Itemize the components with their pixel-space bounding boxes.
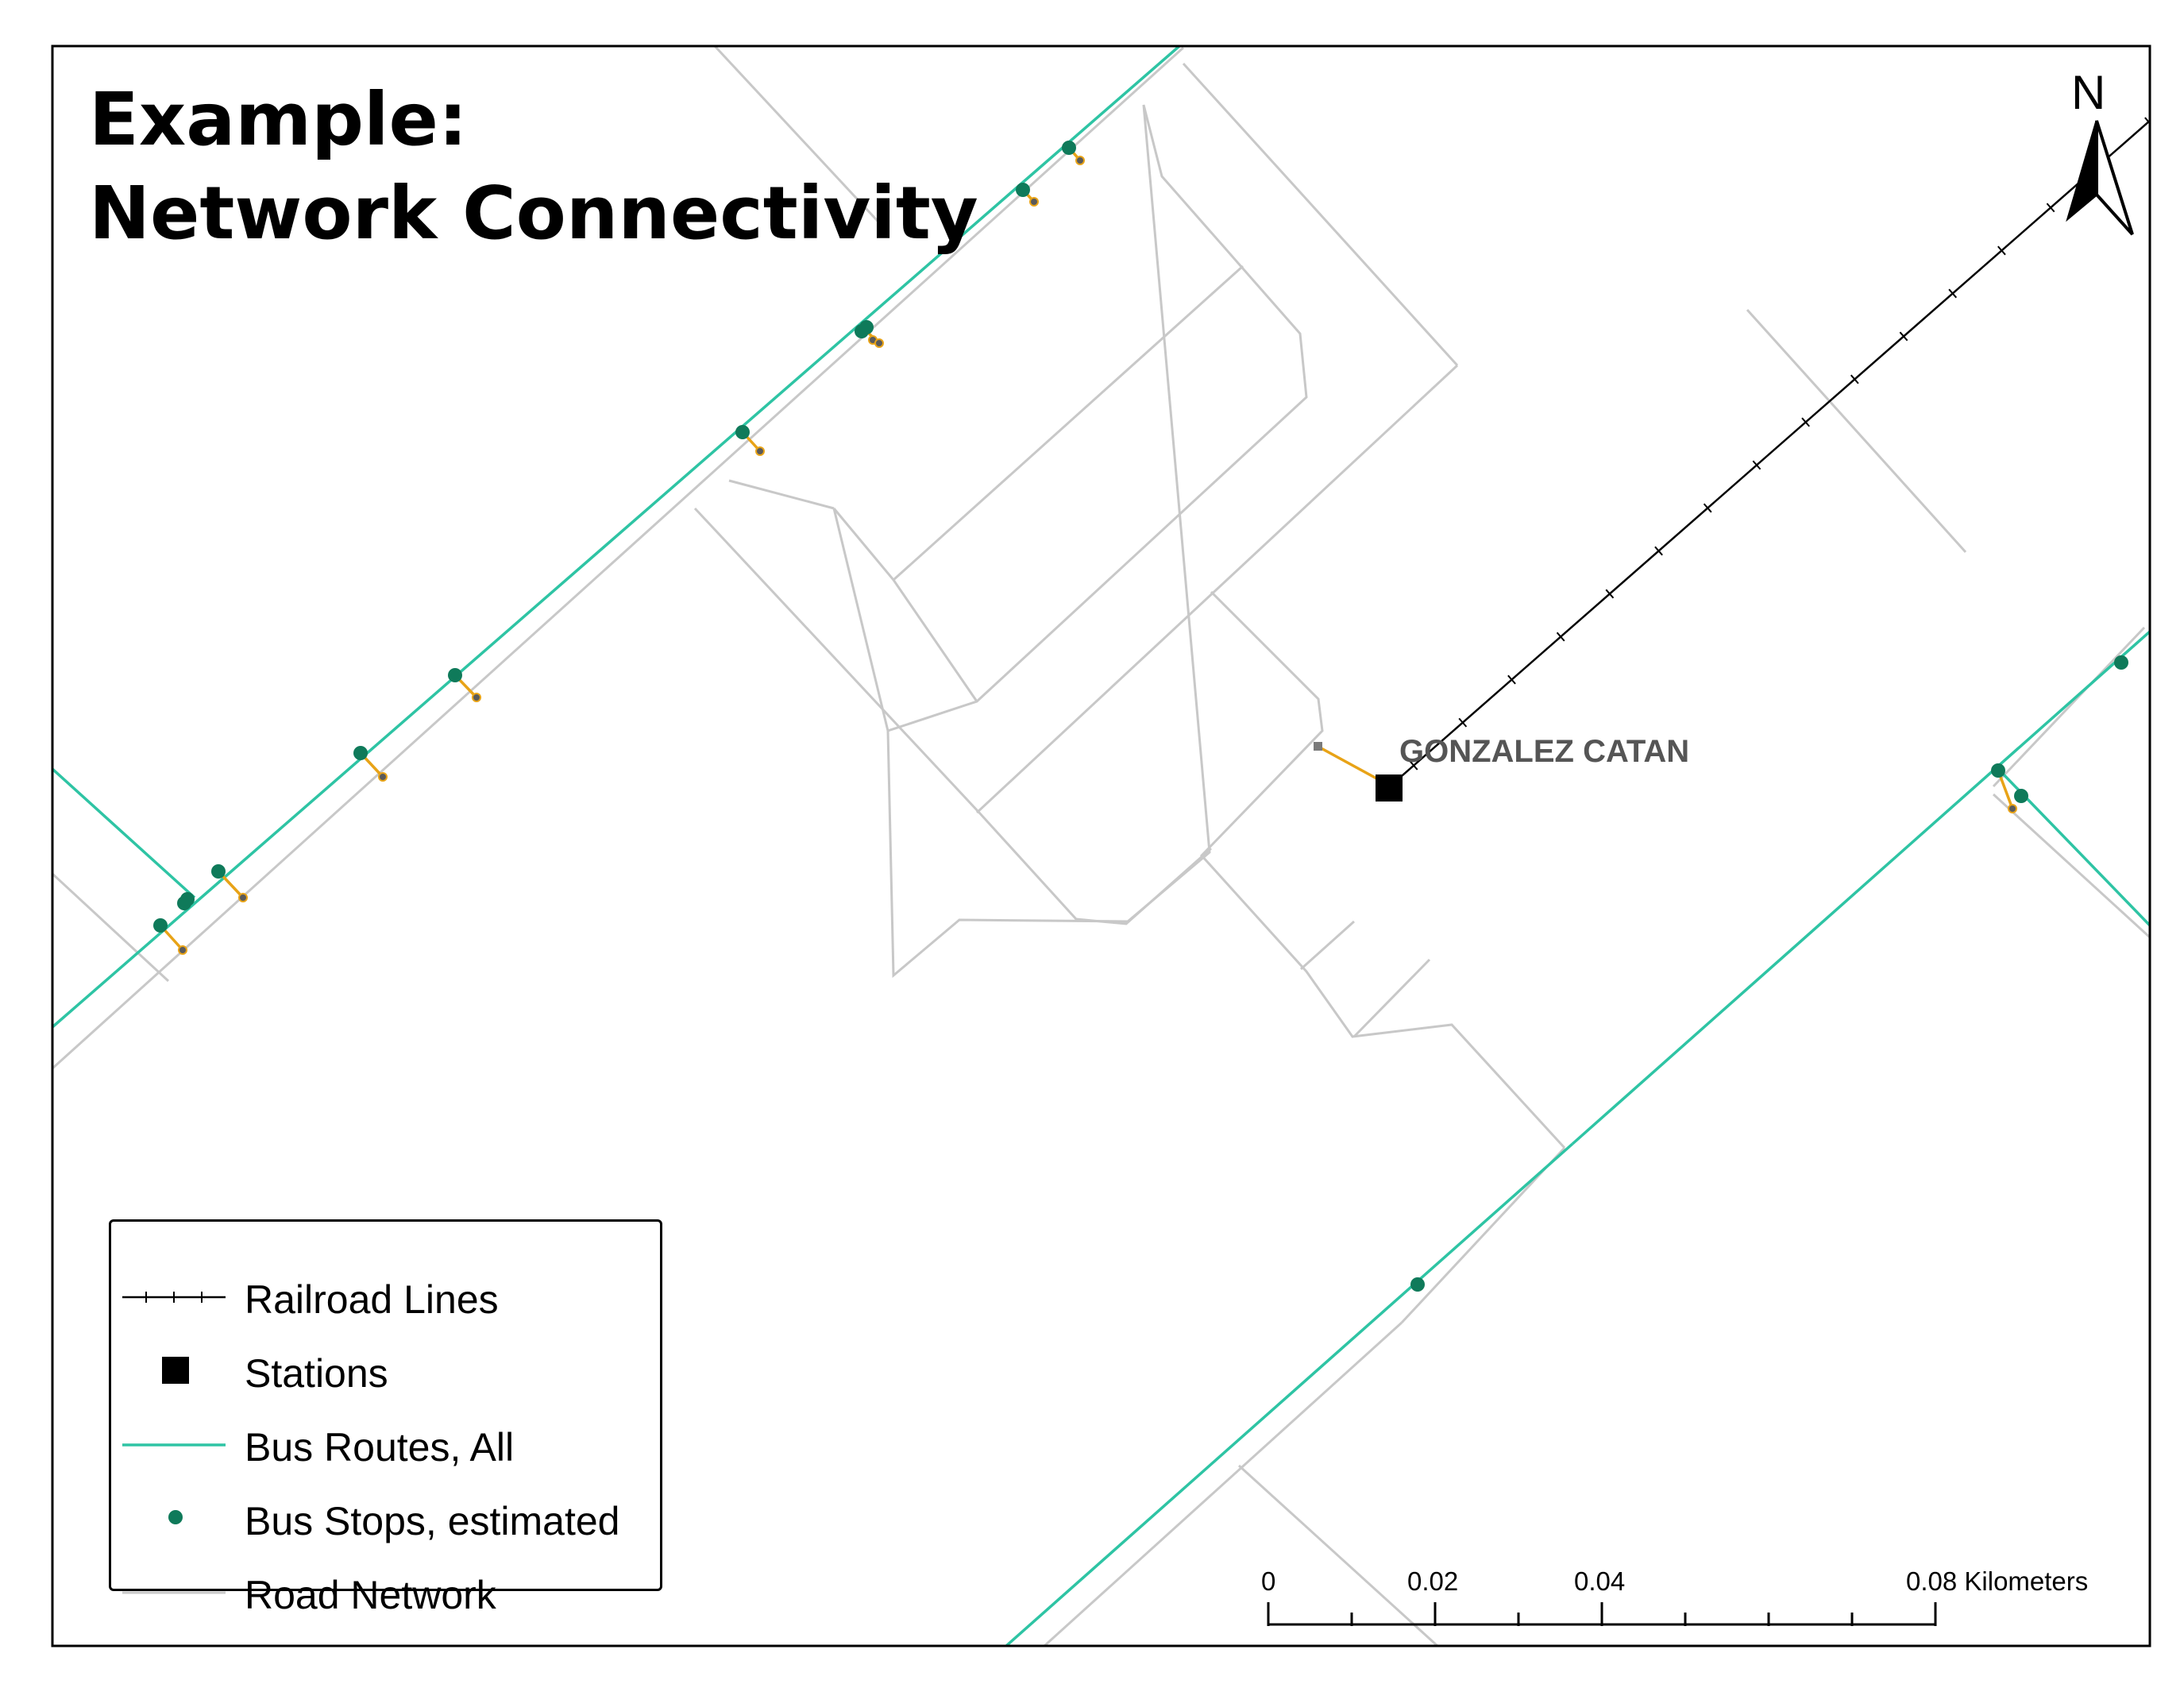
railroad-tick bbox=[2144, 117, 2150, 125]
road-line-icon bbox=[122, 1591, 226, 1594]
railroad-line-icon bbox=[122, 1292, 226, 1303]
north-arrow-label: N bbox=[2071, 66, 2106, 119]
bus-stops bbox=[153, 141, 2128, 1292]
station-label: GONZALEZ CATAN bbox=[1399, 734, 1690, 769]
map-title: Example: Network Connectivity bbox=[89, 73, 978, 261]
legend-label-bus-routes: Bus Routes, All bbox=[245, 1425, 515, 1470]
bus-stop-dot-icon bbox=[168, 1510, 183, 1524]
legend-item-railroad: Railroad Lines bbox=[111, 1265, 660, 1329]
legend-item-stations: Stations bbox=[111, 1339, 660, 1403]
legend-label-stations: Stations bbox=[245, 1351, 388, 1396]
railroad-tick bbox=[1605, 589, 1615, 599]
legend-label-railroad: Railroad Lines bbox=[245, 1277, 499, 1322]
railroad-tick bbox=[1801, 417, 1810, 427]
railroad-tick bbox=[1850, 374, 1859, 384]
stop-connectors bbox=[159, 146, 2014, 952]
railroad-tick bbox=[1556, 632, 1565, 642]
station-square bbox=[1376, 774, 1403, 802]
railroad-tick bbox=[2046, 203, 2055, 213]
railroad-line bbox=[1389, 117, 2150, 787]
snap-points bbox=[178, 156, 2017, 955]
legend-item-bus-routes: Bus Routes, All bbox=[111, 1413, 660, 1477]
road-network bbox=[52, 46, 2150, 1646]
legend-item-road-network: Road Network bbox=[111, 1561, 660, 1624]
railroad-tick bbox=[1409, 760, 1418, 771]
railroad-tick bbox=[1654, 546, 1663, 556]
station-square-icon bbox=[162, 1357, 189, 1384]
scale-bar bbox=[1267, 1602, 1937, 1626]
scale-label-0: 0 bbox=[1261, 1566, 1276, 1596]
railroad-tick bbox=[1997, 245, 2006, 256]
bus-route-line-icon bbox=[122, 1443, 226, 1447]
legend: Railroad Lines Stations Bus Routes, All … bbox=[109, 1219, 662, 1615]
railroad-tick bbox=[1752, 460, 1761, 470]
scale-label-004: 0.04 bbox=[1574, 1566, 1626, 1596]
railroad-tick bbox=[1507, 674, 1516, 685]
railroad-tick bbox=[1458, 717, 1468, 728]
scale-label-008: 0.08 Kilometers bbox=[1906, 1566, 2089, 1596]
bus-routes bbox=[52, 46, 2150, 1646]
legend-label-road-network: Road Network bbox=[245, 1573, 496, 1617]
north-arrow-icon bbox=[2066, 120, 2134, 236]
legend-item-bus-stops: Bus Stops, estimated bbox=[111, 1487, 660, 1551]
railroad-tick bbox=[1899, 331, 1908, 342]
legend-label-bus-stops: Bus Stops, estimated bbox=[245, 1499, 620, 1543]
map-title-line1: Example: bbox=[89, 77, 468, 162]
map-title-line2: Network Connectivity bbox=[89, 171, 978, 256]
scale-label-002: 0.02 bbox=[1407, 1566, 1459, 1596]
railroad-tick bbox=[1703, 503, 1712, 513]
map-frame bbox=[51, 44, 2151, 1647]
railroad-tick bbox=[1948, 288, 1958, 299]
